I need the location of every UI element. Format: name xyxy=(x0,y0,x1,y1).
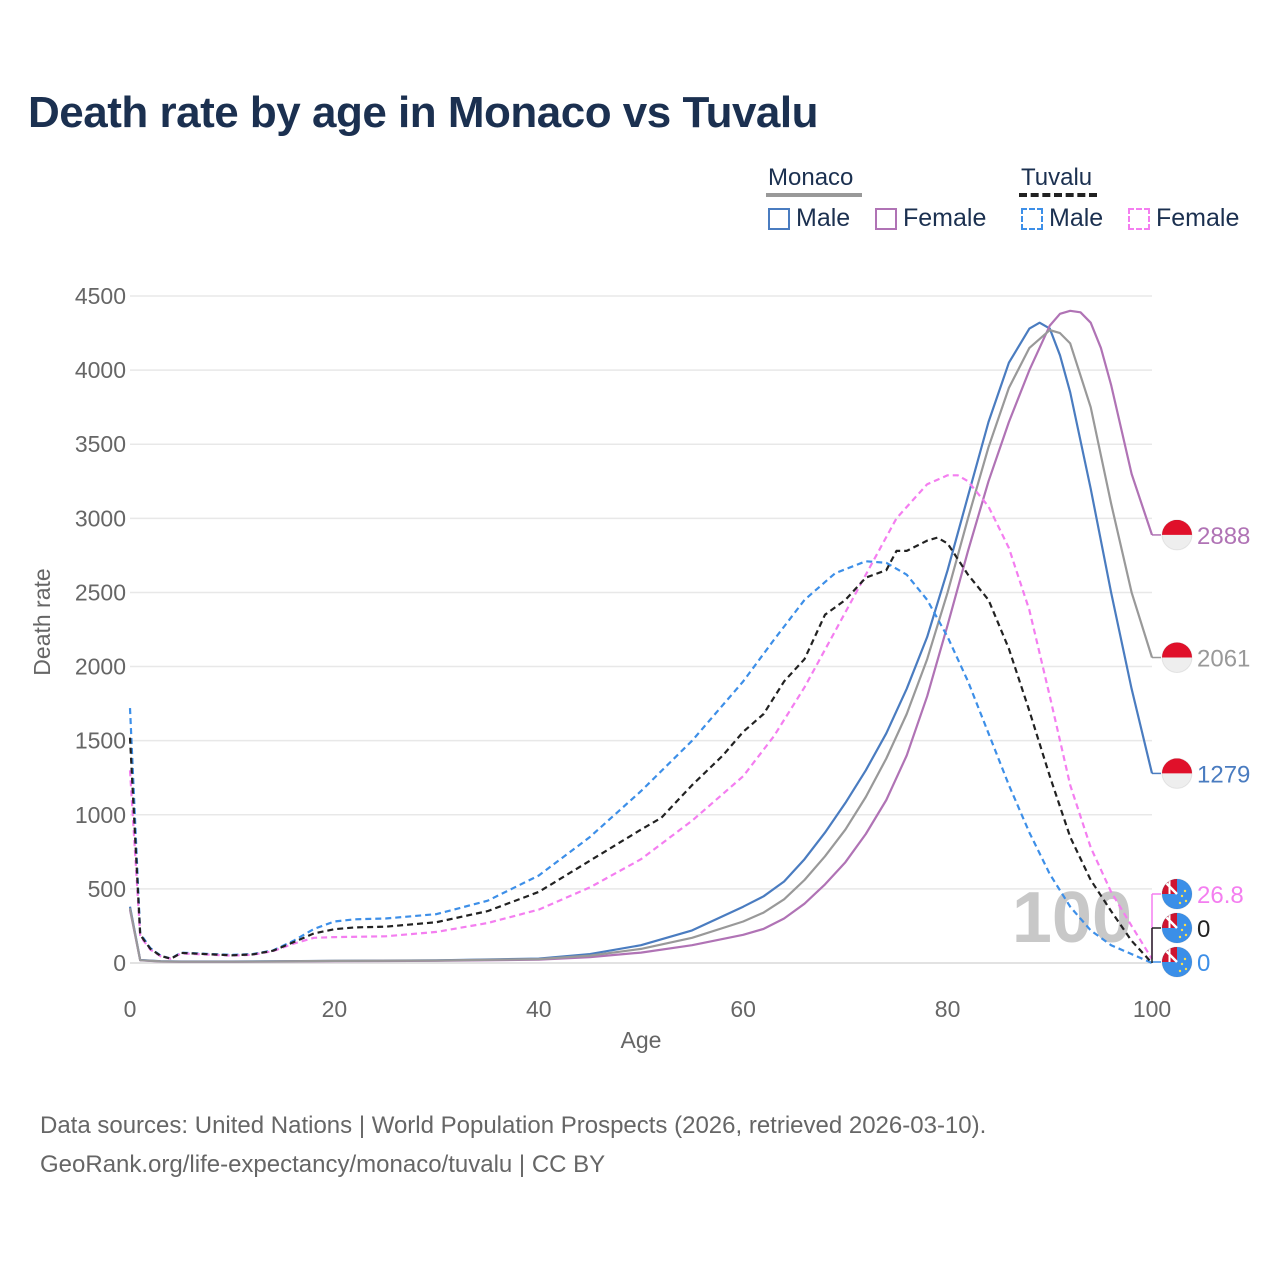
series-line-monaco-female[interactable] xyxy=(128,309,1154,963)
flag-outline xyxy=(1161,946,1193,978)
legend-group-monaco-label: Monaco xyxy=(768,164,854,191)
flag-star xyxy=(1184,899,1188,903)
x-tick-label: 60 xyxy=(730,996,756,1022)
chart-title: Death rate by age in Monaco vs Tuvalu xyxy=(28,88,819,137)
legend-item-monaco-male[interactable]: Male xyxy=(768,204,850,233)
flag-star xyxy=(1180,894,1184,898)
flag-star xyxy=(1184,967,1188,971)
flag-star xyxy=(1180,962,1184,966)
flag-red-band xyxy=(1162,519,1192,535)
x-tick-label: 80 xyxy=(935,996,961,1022)
monaco-flag-icon xyxy=(1161,519,1193,551)
legend-item-tuvalu-male[interactable]: Male xyxy=(1021,204,1103,233)
x-tick-label: 0 xyxy=(124,996,137,1022)
legend-label-tuvalu-male: Male xyxy=(1049,204,1104,232)
end-label-tuvalu-total: 0 xyxy=(1197,916,1210,943)
y-tick-label: 0 xyxy=(113,950,126,976)
y-tick-label: 4000 xyxy=(75,357,126,383)
flag-white-band xyxy=(1162,773,1192,789)
x-tick-label: 40 xyxy=(526,996,552,1022)
flag-white-band xyxy=(1162,534,1192,550)
legend-swatch-monaco-male xyxy=(768,207,790,230)
series-lines xyxy=(128,309,1154,965)
series-line-monaco-total[interactable] xyxy=(128,329,1154,963)
source-line-1[interactable]: Data sources: United Nations | World Pop… xyxy=(40,1112,987,1139)
y-tick-label: 2500 xyxy=(75,579,126,605)
y-tick-label: 2000 xyxy=(75,654,126,680)
x-axis-label: Age xyxy=(621,1027,662,1053)
flag-star xyxy=(1183,923,1187,927)
axes: 0 500 1000 1500 2000 2500 3000 3500 4000 4500 0 20 4… xyxy=(75,283,1171,1022)
flag-star xyxy=(1178,969,1182,973)
y-axis-label: Death rate xyxy=(29,568,55,675)
legend-swatch-tuvalu-female xyxy=(1128,207,1150,230)
grid-lines xyxy=(130,295,1152,964)
flag-outline xyxy=(1161,912,1193,944)
x-tick-label: 20 xyxy=(322,996,348,1022)
end-label-monaco-male: 1279 xyxy=(1197,761,1250,788)
flag-star xyxy=(1184,933,1188,937)
flag-star xyxy=(1180,928,1184,932)
series-line-tuvalu-female[interactable] xyxy=(128,474,1153,960)
source-note: Data sources: United Nations | World Pop… xyxy=(40,1106,986,1184)
end-label-monaco-total: 2061 xyxy=(1197,646,1250,673)
legend-label-monaco-female: Female xyxy=(903,204,987,232)
flag-star xyxy=(1178,901,1182,905)
y-tick-label: 1500 xyxy=(75,728,126,754)
y-tick-label: 3500 xyxy=(75,431,126,457)
flag-outline xyxy=(1161,878,1193,910)
legend-group-monaco-line xyxy=(766,193,862,197)
end-label-tuvalu-male: 0 xyxy=(1197,950,1210,977)
legend-item-monaco-female[interactable]: Female xyxy=(875,204,986,233)
legend-item-tuvalu-female[interactable]: Female xyxy=(1128,204,1239,233)
legend-swatch-tuvalu-male xyxy=(1021,207,1043,230)
legend-label-monaco-male: Male xyxy=(796,204,851,232)
flag-outline xyxy=(1161,519,1193,551)
y-tick-label: 500 xyxy=(88,876,126,902)
y-tick-label: 3000 xyxy=(75,505,126,531)
y-tick-label: 4500 xyxy=(75,283,126,309)
series-line-tuvalu-male[interactable] xyxy=(128,560,1153,965)
tuvalu-flag-icon xyxy=(1161,878,1193,910)
tuvalu-flag-icon xyxy=(1161,946,1193,978)
monaco-flag-icon xyxy=(1161,757,1193,789)
end-label-monaco-female: 2888 xyxy=(1197,523,1250,550)
flag-white-band xyxy=(1162,657,1192,673)
monaco-flag-icon xyxy=(1161,642,1193,674)
source-line-2[interactable]: GeoRank.org/life-expectancy/monaco/tuval… xyxy=(40,1151,606,1178)
legend-group-tuvalu-line xyxy=(1019,193,1097,197)
series-line-tuvalu-total[interactable] xyxy=(128,536,1153,964)
end-label-tuvalu-female: 26.8 xyxy=(1197,882,1244,909)
flag-red-band xyxy=(1162,642,1192,658)
legend-group-tuvalu-label: Tuvalu xyxy=(1021,164,1093,191)
flag-star xyxy=(1178,935,1182,939)
end-markers: 1279 2888 2061 0 26.8 0 xyxy=(1151,519,1250,978)
legend-swatch-monaco-female xyxy=(875,207,897,230)
flag-star xyxy=(1183,957,1187,961)
flag-red-band xyxy=(1162,758,1192,774)
flag-star xyxy=(1183,889,1187,893)
flag-outline xyxy=(1161,642,1193,674)
flag-outline xyxy=(1161,757,1193,789)
y-tick-label: 1000 xyxy=(75,802,126,828)
tuvalu-flag-icon xyxy=(1161,912,1193,944)
legend-label-tuvalu-female: Female xyxy=(1156,204,1240,232)
x-tick-label: 100 xyxy=(1133,996,1171,1022)
